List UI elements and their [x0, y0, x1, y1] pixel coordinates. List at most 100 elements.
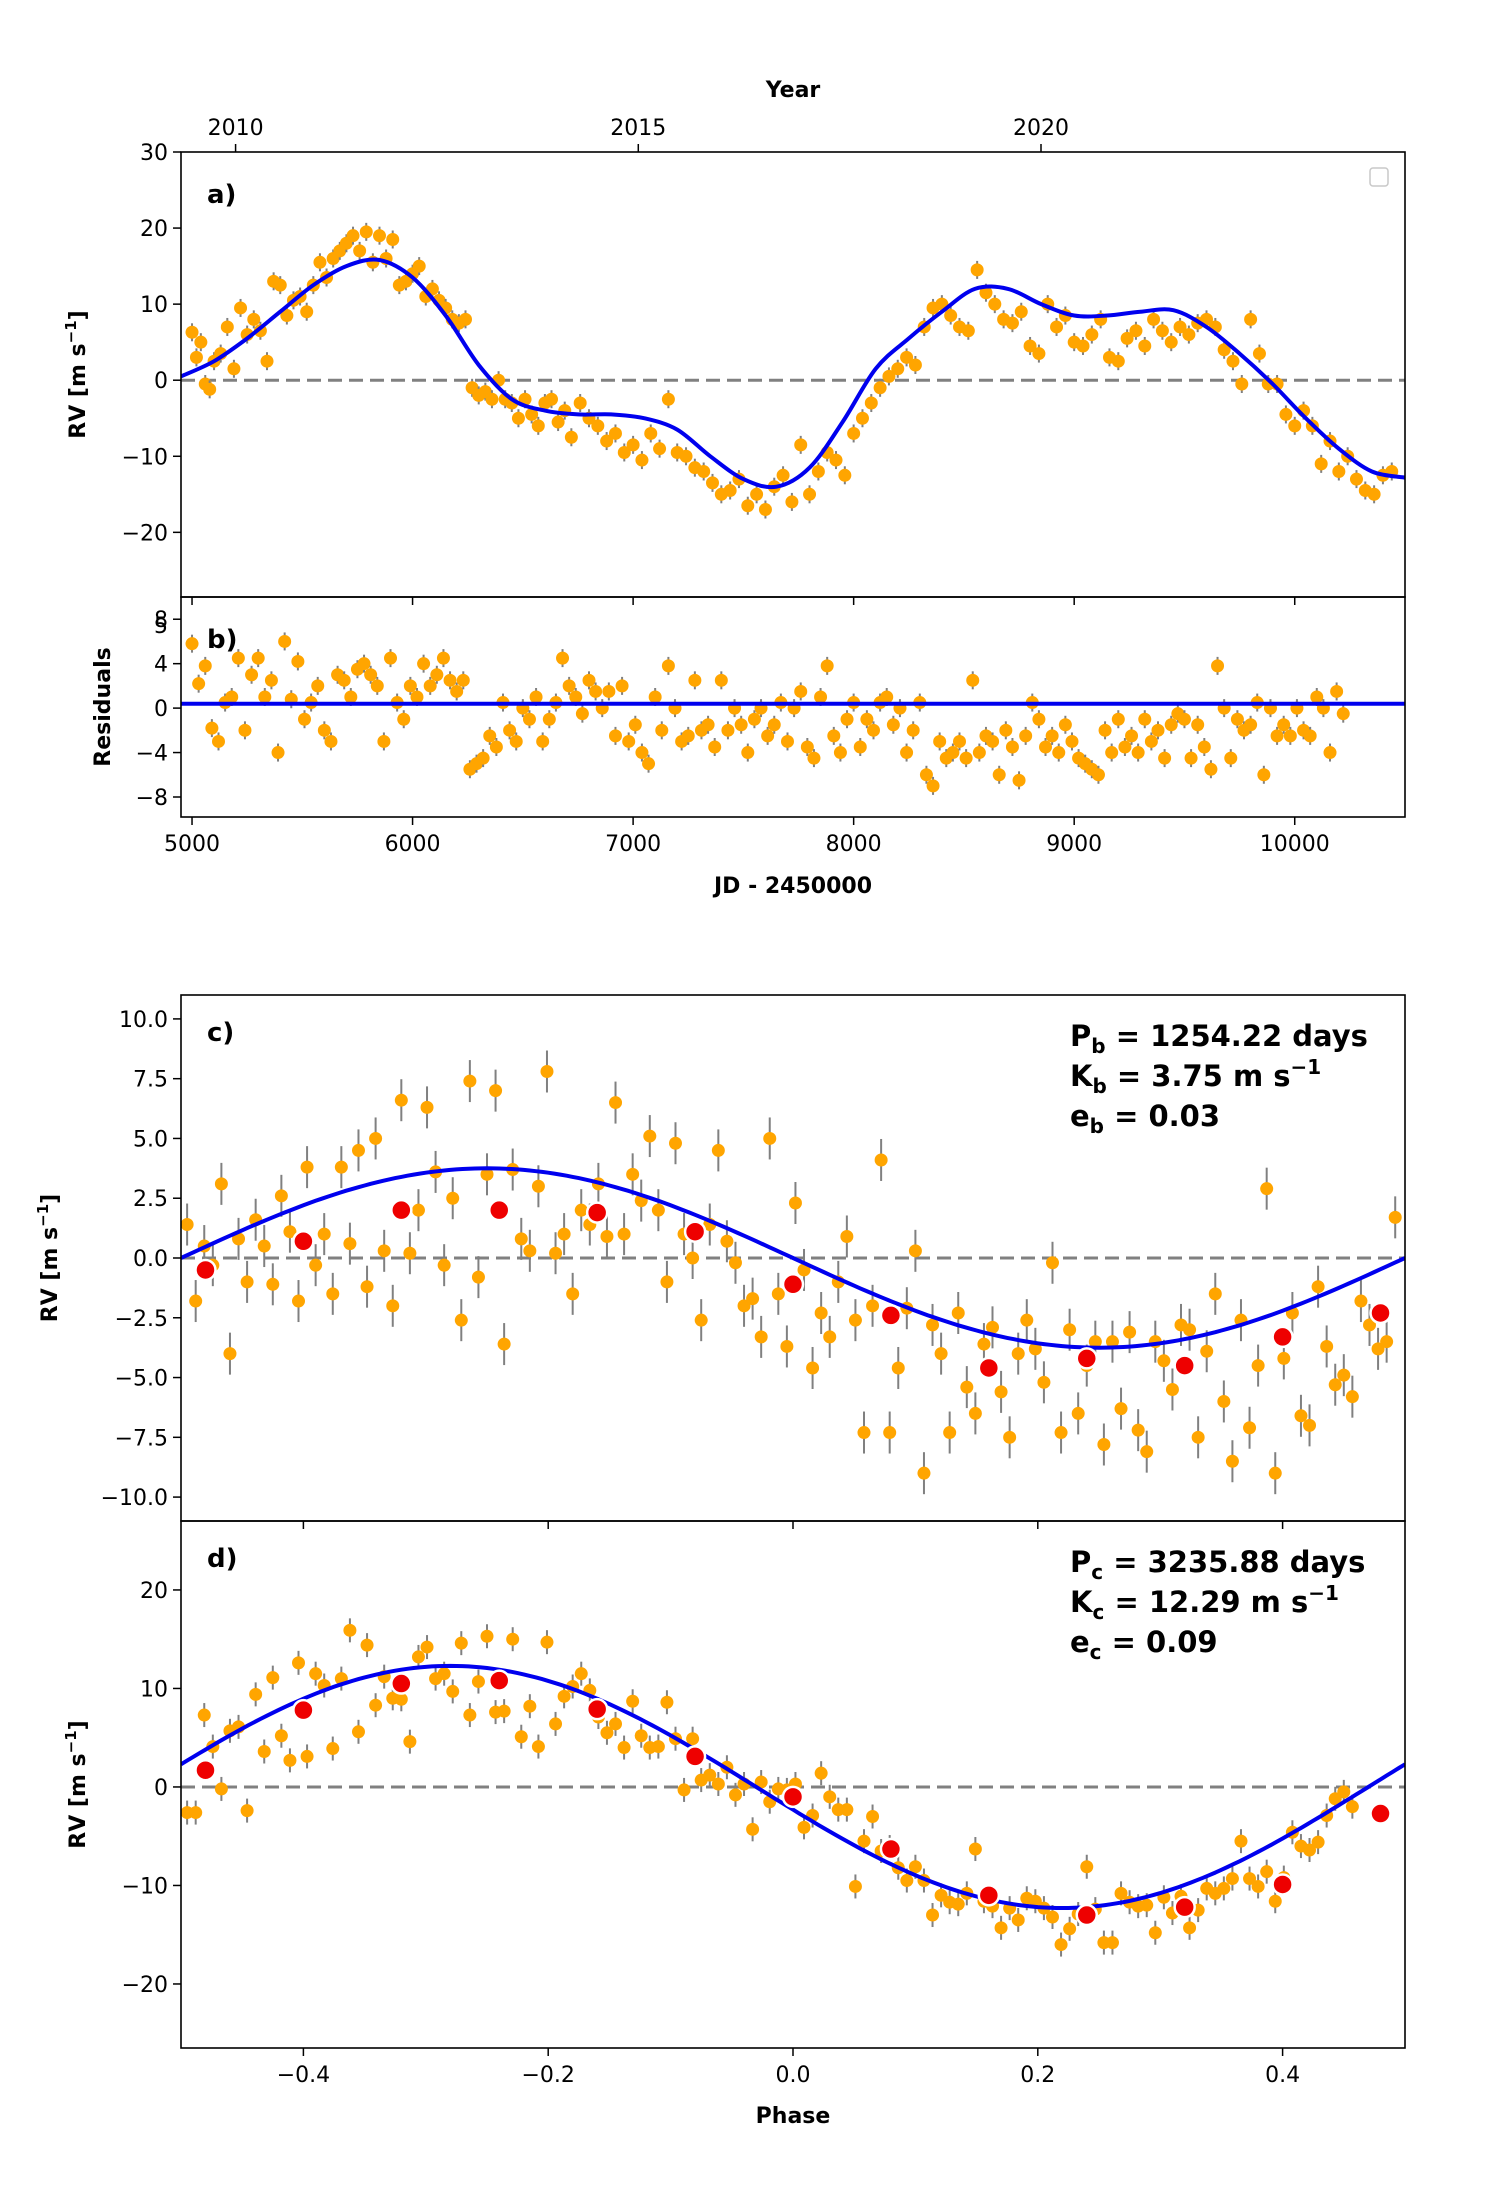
panel-a-point [785, 495, 799, 509]
panel-d-point [266, 1671, 280, 1685]
panel-c-ytick-label: −2.5 [115, 1307, 168, 1332]
panel-a-point [979, 286, 993, 300]
ylabel-main: RV [m s [66, 1753, 91, 1848]
panel-b-point [1164, 718, 1178, 732]
panel-a-point [723, 484, 737, 498]
panel-d-point [900, 1874, 914, 1888]
panel-c-point [814, 1306, 828, 1320]
panel-d-point [840, 1803, 854, 1817]
panel-b-point [522, 712, 536, 726]
panel-d-ytick-label: −20 [122, 1973, 168, 1998]
panel-c-point [746, 1292, 760, 1306]
panel-a-point [1314, 457, 1328, 471]
panel-a-point [864, 396, 878, 410]
panel-c-point [1045, 1256, 1059, 1270]
panel-a-point [803, 487, 817, 501]
annotation-symbol: K [1070, 1059, 1094, 1093]
panel-a-point [1182, 328, 1196, 342]
panel-c-point [1003, 1430, 1017, 1444]
panel-b-point [1383, 0, 1396, 7]
panel-b-point [708, 740, 722, 754]
panel-c-point [1028, 1342, 1042, 1356]
panel-c-point [848, 1313, 862, 1327]
panel-a-point [1164, 335, 1178, 349]
annotation-line: ec = 0.09 [1070, 1625, 1218, 1664]
panel-d-xtick-label: 0.2 [1020, 2063, 1055, 2088]
panel-d-point [343, 1623, 357, 1637]
panel-a-point [758, 503, 772, 517]
panel-c-point [660, 1275, 674, 1289]
panel-b-point [880, 690, 894, 704]
panel-c-point [334, 1160, 348, 1174]
panel-c-point [737, 1299, 751, 1313]
panel-d-point [1148, 1926, 1162, 1940]
panel-b-point [734, 718, 748, 732]
panel-a-point [661, 392, 675, 406]
panel-b-point [291, 654, 305, 668]
panel-b-point [423, 679, 437, 693]
panel-a-point [1349, 472, 1363, 486]
ylabel-exp: −1 [62, 1730, 80, 1753]
panel-b-point [542, 712, 556, 726]
panel-c-point [1363, 1318, 1377, 1332]
panel-a-point [1155, 324, 1169, 338]
panel-label-d: d) [207, 1544, 238, 1574]
panel-b-point [747, 712, 761, 726]
panel-d-point [1345, 1800, 1359, 1814]
panel-b-point [1098, 723, 1112, 737]
panel-a-point [847, 426, 861, 440]
panel-c-point [540, 1065, 554, 1079]
binned-point [977, 1884, 1001, 1907]
panel-a-point [829, 453, 843, 467]
panel-c-point [609, 1096, 623, 1110]
panel-c-point [960, 1380, 974, 1394]
panel-a-point [855, 411, 869, 425]
panel-c-point [309, 1258, 323, 1272]
panel-a-point [1138, 339, 1152, 353]
binned-point [781, 1273, 805, 1296]
panel-b-point [681, 729, 695, 743]
panel-d-point [240, 1804, 254, 1818]
year-tick-label: 2010 [208, 116, 264, 141]
panel-d-point [1251, 1879, 1265, 1893]
annotation-line: Pc = 3235.88 days [1070, 1545, 1365, 1584]
panel-b-point [384, 651, 398, 665]
panel-c-point [1354, 1294, 1368, 1308]
panel-b-point [278, 634, 292, 648]
panel-c-point [754, 1330, 768, 1344]
ylabel-main: RV [m s [38, 1227, 63, 1322]
panel-c-point [317, 1227, 331, 1241]
panel-d-point [446, 1684, 460, 1698]
panel-d-point [420, 1640, 434, 1654]
panel-c-point [1088, 1335, 1102, 1349]
panel-b-point [231, 651, 245, 665]
panel-d-point [531, 1740, 545, 1754]
panel-c-point [780, 1339, 794, 1353]
panel-b-point [860, 712, 874, 726]
panel-d-point [454, 1636, 468, 1650]
panel-b-point [866, 723, 880, 737]
panel-d-point [463, 1708, 477, 1722]
panel-b-point [701, 718, 715, 732]
panel-b-point [661, 659, 675, 673]
panel-b-point [1244, 718, 1258, 732]
top-axis-label: Year [765, 78, 821, 103]
binned-point [1173, 1895, 1196, 1919]
panel-d-point [1011, 1913, 1025, 1927]
panel-b-point [1376, 0, 1389, 7]
annotation-value: = 0.03 [1104, 1099, 1220, 1133]
panel-b-point [906, 723, 920, 737]
panel-a-point [635, 453, 649, 467]
panel-b-point [271, 746, 285, 760]
panel-a-point [838, 468, 852, 482]
panel-a-point [185, 325, 199, 339]
panel-b-point [589, 684, 603, 698]
panel-c-ytick-label: 7.5 [133, 1068, 168, 1093]
panel-b-point [556, 651, 570, 665]
panel-c-point [1191, 1430, 1205, 1444]
panel-a-point [1288, 419, 1302, 433]
panel-a-point [353, 244, 367, 258]
panel-c-point [1105, 1335, 1119, 1349]
panel-c-point [523, 1244, 537, 1258]
panel-a-ytick-label: −20 [122, 521, 168, 546]
